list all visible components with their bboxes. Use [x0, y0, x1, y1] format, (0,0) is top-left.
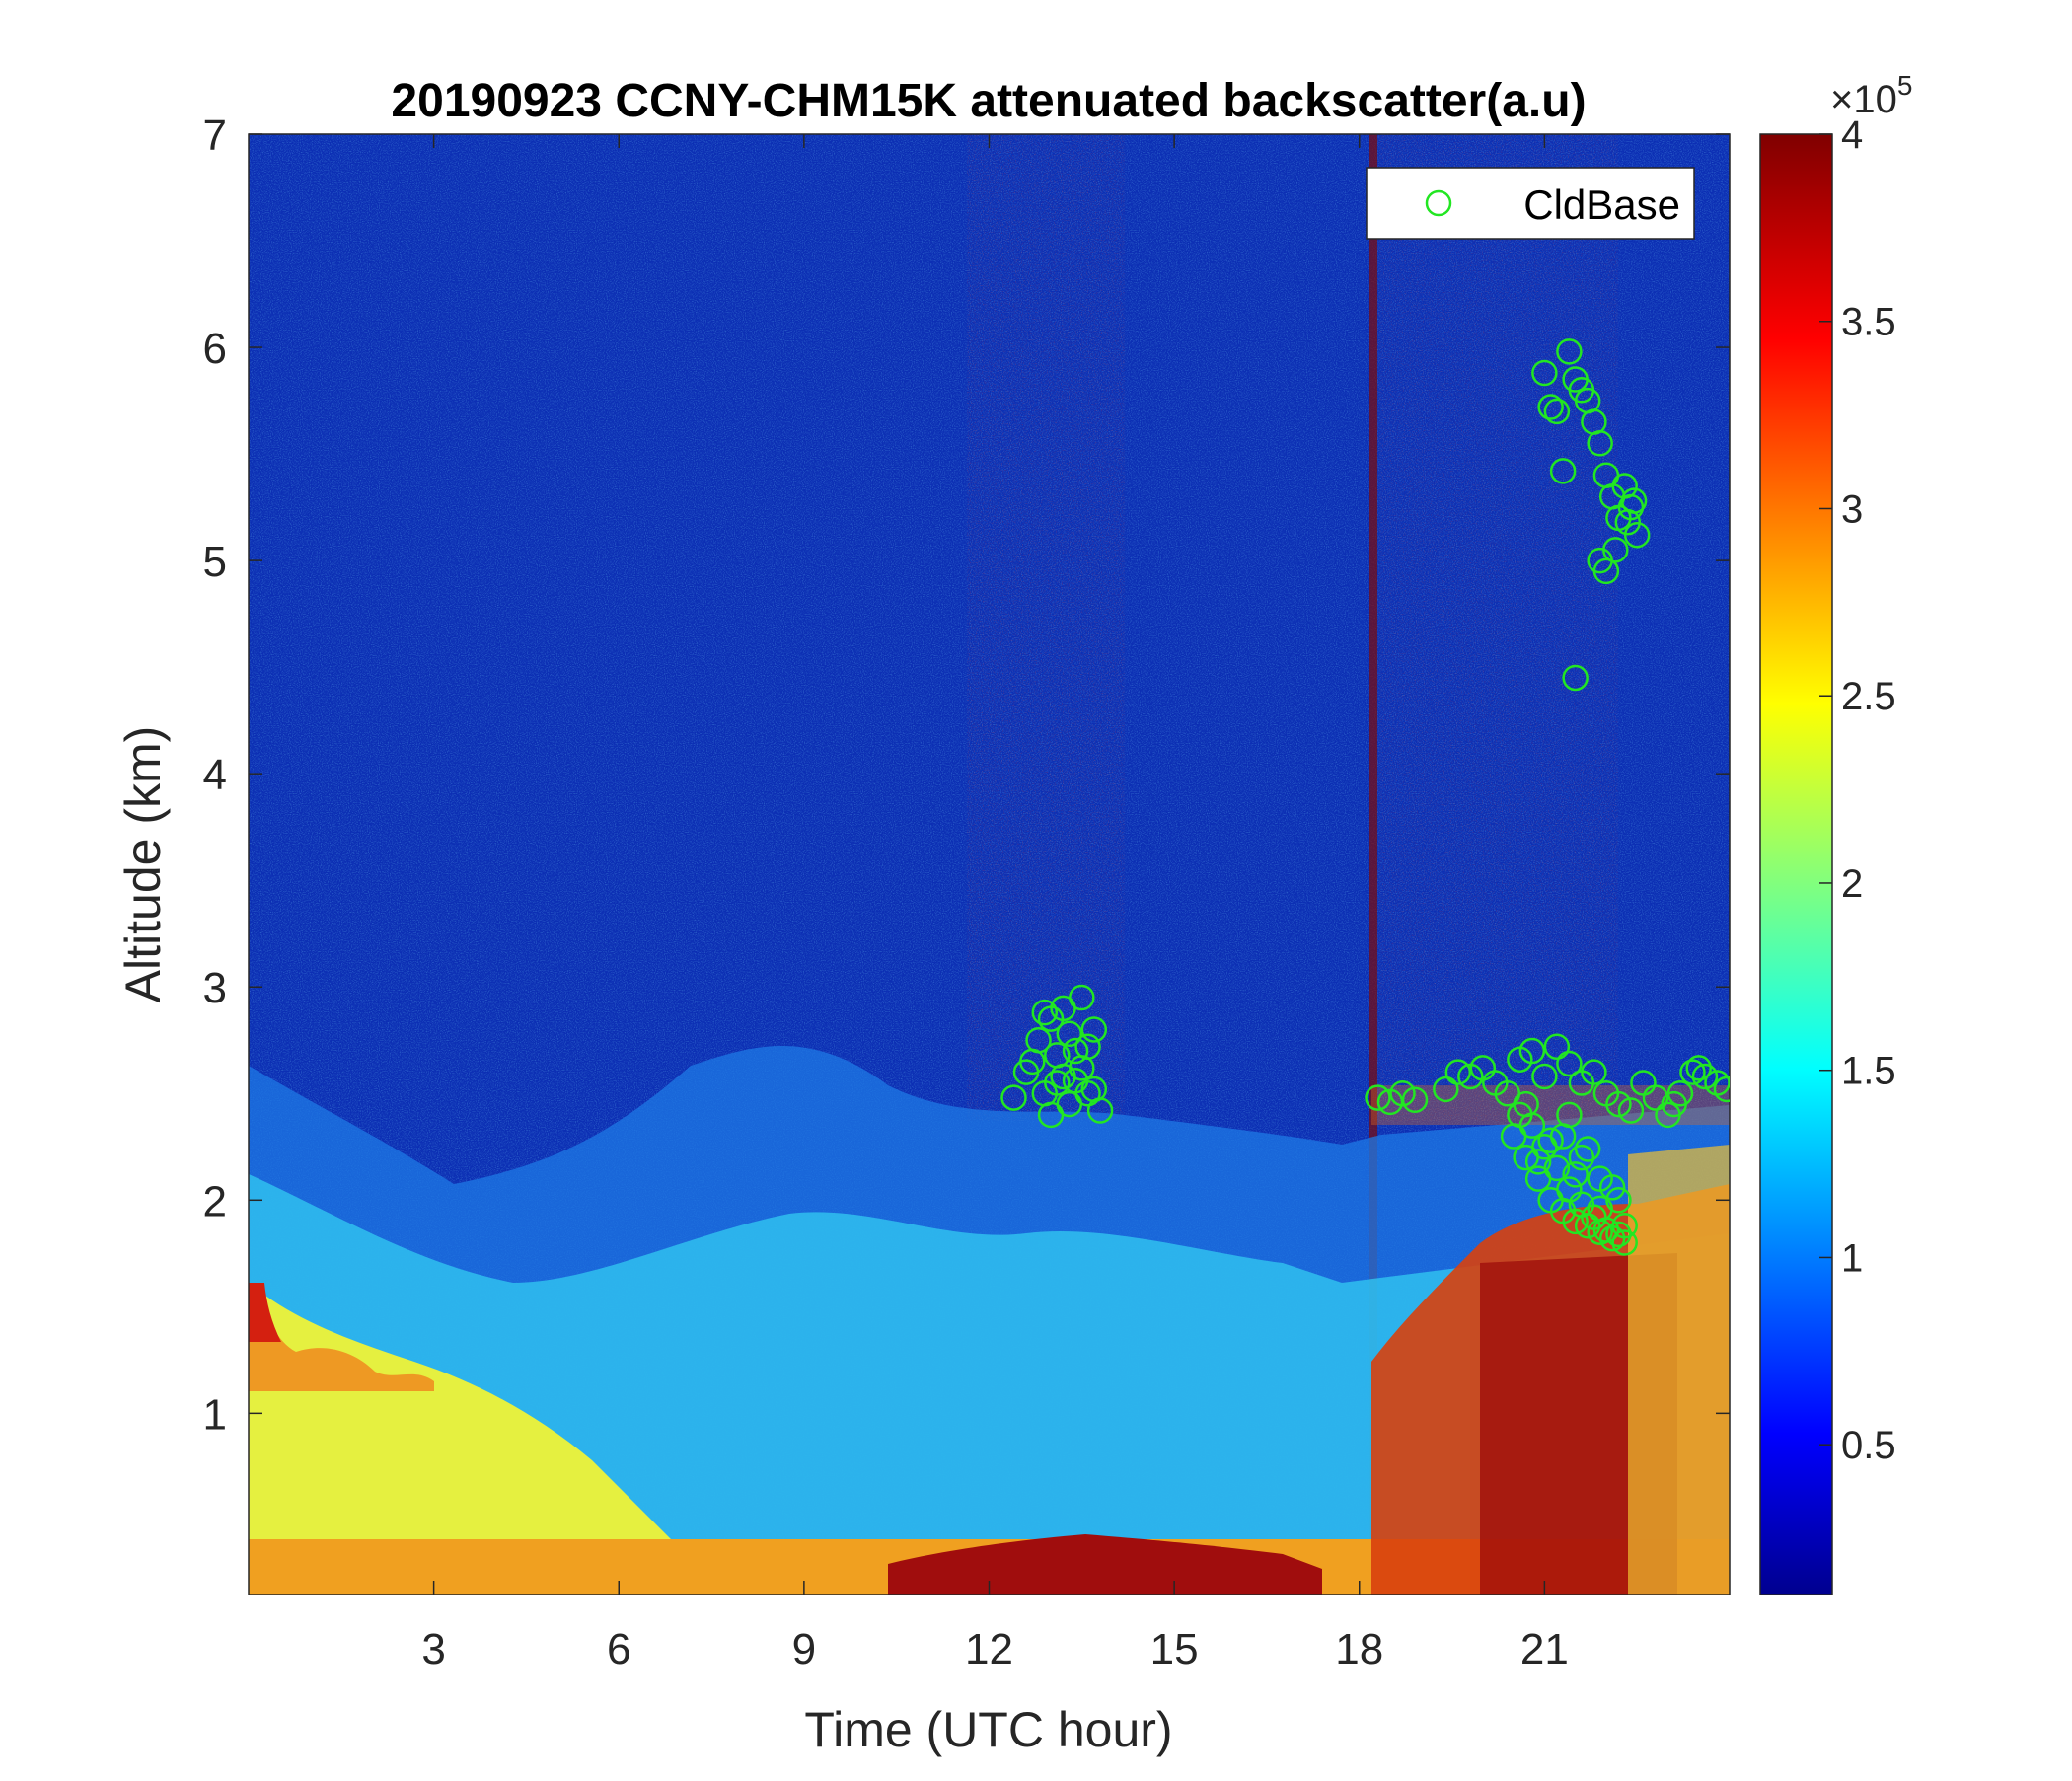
y-axis-label: Altitude (km): [115, 726, 171, 1003]
cldbase-point: [1581, 1059, 1607, 1085]
cldbase-point: [1531, 1063, 1558, 1090]
legend-entry-cldbase: CldBase: [1523, 182, 1680, 228]
x-tick-label: 6: [607, 1625, 630, 1673]
cldbase-point: [1592, 557, 1620, 585]
x-tick-label: 12: [965, 1625, 1013, 1673]
colorbar-tick-label: 1.5: [1841, 1050, 1896, 1093]
cldbase-point: [1019, 1048, 1046, 1076]
cldbase-point: [1056, 1020, 1083, 1048]
cldbase-point: [1444, 1059, 1472, 1085]
cldbase-point: [1365, 1084, 1391, 1111]
cldbase-point: [1620, 487, 1648, 514]
cldbase-point: [1069, 984, 1095, 1011]
cldbase-point: [1605, 1187, 1632, 1214]
cldbase-point: [1568, 1144, 1595, 1171]
x-tick-label: 3: [421, 1625, 445, 1673]
x-tick-label: 15: [1150, 1625, 1199, 1673]
colorbar-tick-label: 0.5: [1841, 1424, 1896, 1467]
x-tick-label: 9: [792, 1625, 816, 1673]
cldbase-point: [1617, 1097, 1645, 1124]
colorbar-ticks: 0.5 1 1.5 2 2.5 3 3.5 4: [1819, 113, 1896, 1467]
x-tick-label: 21: [1520, 1625, 1569, 1673]
colorbar-tick-label: 1: [1841, 1236, 1863, 1280]
cldbase-point: [1537, 1127, 1564, 1154]
legend: CldBase: [1366, 167, 1695, 240]
cldbase-point: [1031, 999, 1059, 1026]
colorbar: 0.5 1 1.5 2 2.5 3 3.5 4 ×105: [1759, 70, 1912, 1595]
x-tick-label: 18: [1335, 1625, 1383, 1673]
cldbase-point: [1556, 1050, 1583, 1077]
cldbase-point: [1518, 1037, 1546, 1065]
colorbar-tick-label: 3.5: [1841, 301, 1896, 344]
colorbar-tick-label: 4: [1841, 113, 1863, 157]
y-tick-label: 7: [203, 111, 227, 160]
cldbase-point: [1062, 1068, 1089, 1094]
cldbase-point: [1531, 359, 1558, 387]
y-tick-label: 6: [203, 325, 227, 373]
cldbase-point: [1074, 1033, 1101, 1060]
y-tick-label: 2: [203, 1177, 227, 1225]
cldbase-point: [1685, 1055, 1712, 1081]
legend-box: [1366, 167, 1695, 240]
cldbase-point: [1513, 1090, 1539, 1118]
legend-marker-icon: [1425, 189, 1452, 217]
cldbase-point: [1556, 1101, 1583, 1129]
cldbase-point: [1605, 1090, 1632, 1118]
colorbar-gradient: [1759, 133, 1833, 1595]
cldbase-point: [1543, 1154, 1571, 1182]
cldbase-point: [1574, 1136, 1601, 1162]
y-tick-label: 1: [203, 1390, 227, 1439]
y-axis: 1 2 3 4 5 6 7: [203, 111, 1730, 1439]
cldbase-point: [1524, 1149, 1552, 1175]
cldbase-point: [1611, 1229, 1638, 1256]
cldbase-point: [1587, 430, 1613, 457]
cldbase-point: [1543, 398, 1571, 425]
cldbase-point: [1611, 1212, 1638, 1239]
x-axis-label: Time (UTC hour): [804, 1702, 1172, 1757]
cldbase-point: [1549, 458, 1577, 484]
chart-title: 20190923 CCNY-CHM15K attenuated backscat…: [391, 75, 1586, 127]
cldbase-point: [1433, 1076, 1459, 1103]
y-tick-label: 4: [203, 751, 227, 799]
colorbar-multiplier: ×105: [1830, 70, 1912, 121]
backscatter-heatmap: [249, 134, 1730, 1595]
cldbase-point: [1537, 394, 1564, 420]
cldbase-point: [1661, 1090, 1687, 1118]
cldbase-point: [1000, 1084, 1027, 1111]
x-axis: 3 6 9 12 15 18 21: [421, 134, 1569, 1673]
cldbase-point: [1080, 1016, 1108, 1043]
cldbase-point: [1605, 1221, 1632, 1248]
cldbase-point: [1044, 1070, 1071, 1096]
cldbase-point: [1562, 664, 1589, 692]
cldbase-point: [1543, 1033, 1571, 1060]
cldbase-point: [1642, 1084, 1669, 1111]
cldbase-point: [1389, 1080, 1416, 1107]
cldbase-point: [1691, 1063, 1719, 1090]
cldbase-point: [1037, 1101, 1065, 1129]
y-tick-label: 3: [203, 964, 227, 1012]
cldbase-point: [1044, 1042, 1071, 1069]
colorbar-tick-label: 2.5: [1841, 675, 1896, 718]
cldbase-point: [1562, 1161, 1589, 1188]
cldbase-point: [1401, 1086, 1429, 1113]
cldbase-point: [1562, 1208, 1589, 1235]
cldbase-point: [1598, 1174, 1626, 1201]
colorbar-tick-label: 3: [1841, 487, 1863, 531]
cldbase-series: [1000, 338, 1730, 1256]
cldbase-point: [1679, 1059, 1706, 1085]
cldbase-point: [1713, 1076, 1730, 1103]
colorbar-tick-label: 2: [1841, 862, 1863, 906]
y-tick-label: 5: [203, 538, 227, 586]
colorbar-exponent: 5: [1897, 70, 1913, 101]
cldbase-point: [1062, 1037, 1089, 1065]
cldbase-point: [1602, 537, 1629, 563]
cldbase-point: [1556, 338, 1583, 365]
